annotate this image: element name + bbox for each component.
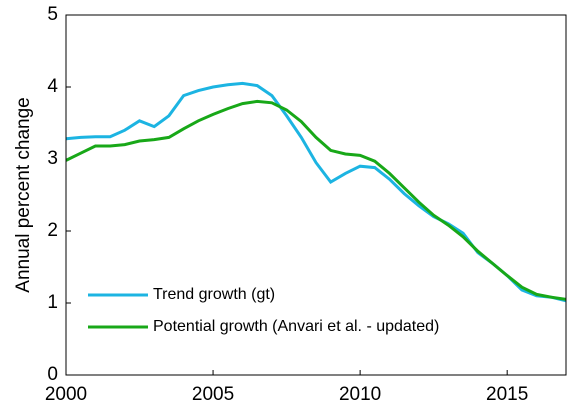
x-tick-label: 2010: [339, 384, 381, 405]
legend-label: Trend growth (gt): [153, 286, 275, 303]
y-tick-label: 4: [47, 76, 58, 97]
x-tick-label: 2015: [486, 384, 528, 405]
y-axis-label: Annual percent change: [13, 97, 34, 292]
y-tick-label: 0: [47, 364, 58, 385]
y-tick-label: 3: [47, 148, 58, 169]
y-tick-label: 2: [47, 220, 58, 241]
y-tick-label: 1: [47, 292, 58, 313]
x-tick-label: 2005: [192, 384, 234, 405]
line: [65, 81, 567, 303]
legend-label: Potential growth (Anvari et al. - update…: [153, 318, 439, 335]
y-tick-label: 5: [47, 4, 58, 25]
plot-frame: [65, 14, 567, 376]
line: [65, 99, 567, 301]
x-tick-label: 2000: [45, 384, 87, 405]
